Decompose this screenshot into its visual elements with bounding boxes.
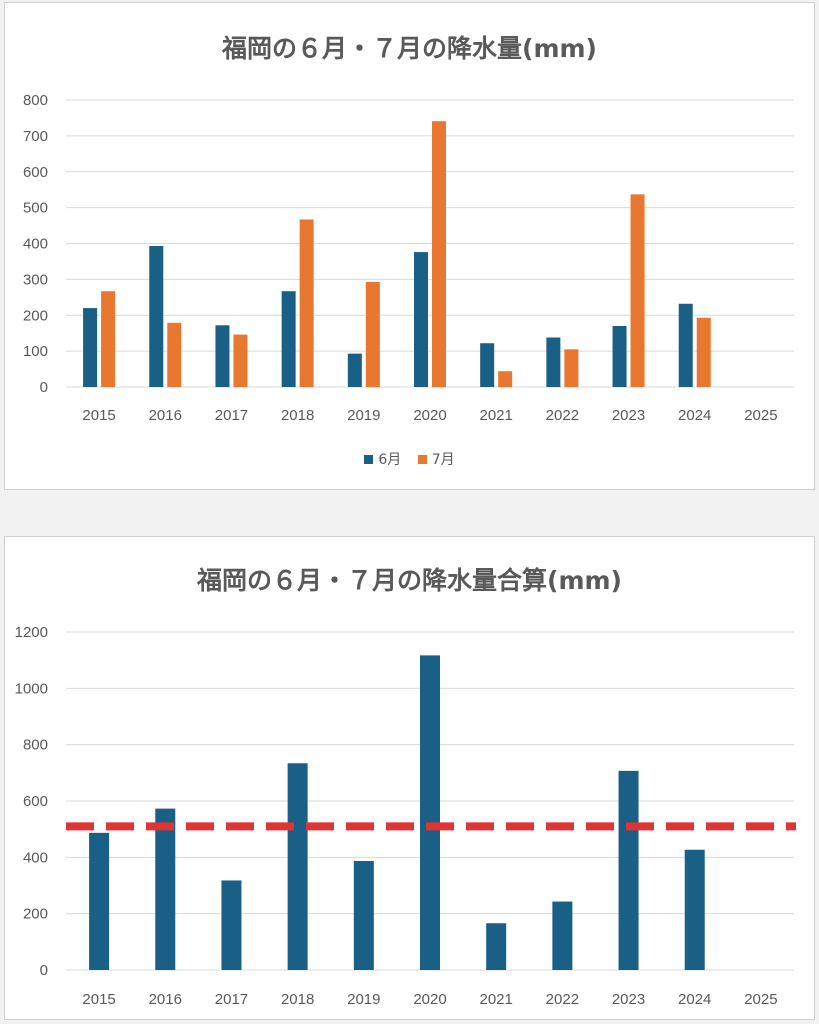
bar — [167, 322, 182, 387]
x-tick-label: 2022 — [546, 407, 579, 424]
bar — [89, 832, 110, 970]
total-bar-chart: 0 200 400 600 800 1000 1200 2015 2016 2017 2018 201… — [15, 624, 796, 1008]
bar — [365, 281, 380, 387]
y-tick-label: 200 — [23, 307, 48, 324]
legend-item-july: 7月 — [417, 449, 455, 469]
x-tick-label: 2015 — [82, 991, 115, 1008]
bar — [480, 343, 495, 387]
x-tick-label: 2019 — [347, 991, 380, 1008]
x-tick-label: 2025 — [744, 991, 777, 1008]
x-tick-label: 2021 — [479, 991, 512, 1008]
monthly-bar-chart: 0 100 200 300 400 500 600 700 800 2015 2016 2017 201… — [23, 92, 794, 424]
legend-item-june: 6月 — [364, 449, 401, 469]
bar — [233, 334, 248, 387]
bar — [696, 317, 711, 387]
y-tick-label: 300 — [23, 271, 48, 288]
bar — [564, 349, 579, 387]
legend-label-june: 6月 — [378, 452, 402, 468]
bar — [149, 246, 164, 387]
x-tick-label: 2016 — [149, 407, 182, 424]
x-tick-label: 2023 — [612, 407, 645, 424]
bar — [618, 770, 639, 970]
x-tick-label: 2023 — [612, 991, 645, 1008]
y-tick-label: 1000 — [15, 680, 48, 697]
bar — [486, 923, 507, 970]
bar — [221, 880, 242, 970]
bar — [347, 353, 362, 387]
bar — [684, 849, 705, 970]
x-tick-label: 2017 — [215, 991, 248, 1008]
bar — [414, 252, 428, 387]
x-tick-label: 2025 — [744, 407, 777, 424]
bar — [630, 194, 645, 387]
chart-panel-total: 福岡の６月・７月の降水量合算(mm) 0 200 400 600 800 1000 1200… — [4, 536, 815, 1020]
legend: 6月 7月 — [5, 449, 814, 469]
bar — [612, 326, 627, 387]
legend-label-july: 7月 — [431, 452, 455, 468]
x-tick-label: 2017 — [215, 407, 248, 424]
y-tick-label: 600 — [23, 793, 48, 810]
bar — [281, 291, 296, 387]
bar — [101, 291, 116, 387]
y-tick-label: 400 — [23, 849, 48, 866]
x-tick-label: 2018 — [281, 407, 314, 424]
x-tick-label: 2024 — [678, 407, 711, 424]
bar — [546, 337, 561, 387]
y-tick-label: 1200 — [15, 624, 48, 641]
bar — [155, 808, 176, 970]
y-tick-label: 400 — [23, 236, 48, 253]
x-tick-label: 2021 — [479, 407, 512, 424]
bar — [353, 860, 374, 970]
y-tick-label: 500 — [23, 200, 48, 217]
y-tick-label: 700 — [23, 128, 48, 145]
bar — [83, 308, 98, 387]
x-tick-label: 2015 — [82, 407, 115, 424]
x-tick-label: 2024 — [678, 991, 711, 1008]
x-tick-label: 2022 — [546, 991, 579, 1008]
legend-swatch-july — [417, 455, 427, 464]
y-tick-label: 200 — [23, 906, 48, 923]
legend-swatch-june — [364, 455, 374, 464]
bar — [432, 121, 446, 387]
x-tick-label: 2020 — [413, 407, 446, 424]
y-tick-label: 600 — [23, 164, 48, 181]
bar — [287, 763, 308, 970]
chart-title: 福岡の６月・７月の降水量(mm) — [222, 34, 597, 63]
y-tick-label: 100 — [23, 343, 48, 360]
y-tick-label: 800 — [23, 92, 48, 109]
chart-title: 福岡の６月・７月の降水量合算(mm) — [197, 566, 622, 595]
bar — [498, 371, 513, 387]
y-tick-label: 0 — [40, 379, 48, 396]
bar — [420, 655, 440, 970]
y-tick-label: 800 — [23, 737, 48, 754]
x-tick-label: 2019 — [347, 407, 380, 424]
bar — [299, 219, 314, 387]
x-tick-label: 2020 — [413, 991, 446, 1008]
bar — [215, 325, 230, 387]
bar — [552, 901, 573, 970]
bar — [678, 303, 693, 387]
chart-panel-monthly: 福岡の６月・７月の降水量(mm) 0 100 200 300 400 500 600 700 8… — [4, 2, 815, 490]
x-tick-label: 2018 — [281, 991, 314, 1008]
y-tick-label: 0 — [40, 962, 48, 979]
x-tick-label: 2016 — [149, 991, 182, 1008]
